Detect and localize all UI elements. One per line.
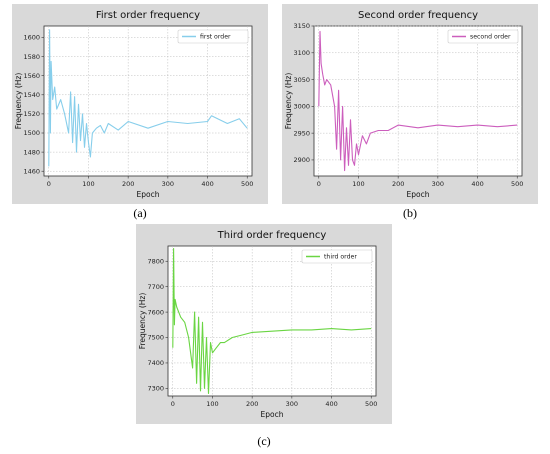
legend-box (447, 29, 519, 44)
x-tick-label: 300 (286, 400, 298, 408)
x-tick-label: 0 (171, 400, 175, 408)
x-tick-label: 500 (365, 400, 377, 408)
x-axis-label: Epoch (261, 410, 284, 419)
legend: third order (301, 249, 373, 264)
legend: second order (447, 29, 519, 44)
y-axis-label: Frequency (Hz) (284, 73, 293, 130)
y-tick-label: 1600 (23, 34, 40, 42)
legend-label: first order (200, 34, 231, 41)
y-tick-label: 1500 (23, 129, 40, 137)
y-tick-label: 3150 (293, 22, 310, 30)
x-tick-label: 200 (246, 400, 258, 408)
x-tick-label: 400 (471, 180, 483, 188)
y-tick-label: 1480 (23, 148, 40, 156)
y-tick-label: 1560 (23, 72, 40, 80)
legend: first order (177, 29, 249, 44)
y-tick-label: 7700 (147, 283, 164, 291)
x-axis-label: Epoch (407, 190, 430, 199)
third-order-chart: Third order frequency 0 100 200 300 400 500 730… (136, 224, 392, 424)
caption-b: (b) (403, 206, 417, 220)
plot-area (167, 245, 377, 397)
x-tick-label: 0 (47, 180, 51, 188)
chart-svg: First order frequency 0 100 200 300 400 500 146… (12, 4, 268, 204)
y-tick-label: 1580 (23, 53, 40, 61)
x-axis-label: Epoch (137, 190, 160, 199)
x-tick-label: 400 (201, 180, 213, 188)
y-tick-label: 2900 (293, 156, 310, 164)
chart-svg: Second order frequency 0 100 200 300 400 500 29… (282, 4, 538, 204)
caption-a: (a) (133, 206, 147, 220)
second-order-chart: Second order frequency 0 100 200 300 400 500 29… (282, 4, 538, 204)
x-tick-label: 100 (352, 180, 364, 188)
y-tick-label: 7800 (147, 257, 164, 265)
legend-box (301, 249, 373, 264)
legend-box (177, 29, 249, 44)
y-tick-label: 1460 (23, 167, 40, 175)
y-tick-label: 7600 (147, 308, 164, 316)
y-tick-label: 7300 (147, 385, 164, 393)
x-tick-label: 300 (432, 180, 444, 188)
x-tick-label: 0 (317, 180, 321, 188)
y-tick-label: 7400 (147, 359, 164, 367)
legend-label: second order (470, 34, 511, 41)
y-tick-label: 1540 (23, 91, 40, 99)
first-order-chart: First order frequency 0 100 200 300 400 500 146… (12, 4, 268, 204)
caption-c: (c) (257, 434, 271, 448)
y-tick-label: 1520 (23, 110, 40, 118)
y-tick-label: 7500 (147, 334, 164, 342)
series-line (48, 29, 248, 167)
x-tick-label: 100 (82, 180, 94, 188)
y-tick-label: 3000 (293, 103, 310, 111)
y-tick-label: 3050 (293, 76, 310, 84)
x-tick-label: 200 (392, 180, 404, 188)
y-axis-label: Frequency (Hz) (138, 293, 147, 350)
x-tick-label: 400 (325, 400, 337, 408)
plot-area (43, 25, 253, 177)
y-axis-label: Frequency (Hz) (14, 73, 23, 130)
chart-title: Second order frequency (358, 10, 478, 21)
x-tick-label: 200 (122, 180, 134, 188)
series-line (318, 30, 518, 172)
y-tick-label: 3100 (293, 49, 310, 57)
chart-title: Third order frequency (217, 230, 327, 241)
x-tick-label: 100 (206, 400, 218, 408)
y-tick-label: 2950 (293, 129, 310, 137)
x-tick-label: 500 (241, 180, 253, 188)
chart-svg: Third order frequency 0 100 200 300 400 500 730… (136, 224, 392, 424)
chart-title: First order frequency (96, 10, 200, 21)
series-line (172, 247, 372, 395)
legend-label: third order (324, 254, 357, 261)
x-tick-label: 300 (162, 180, 174, 188)
x-tick-label: 500 (511, 180, 523, 188)
